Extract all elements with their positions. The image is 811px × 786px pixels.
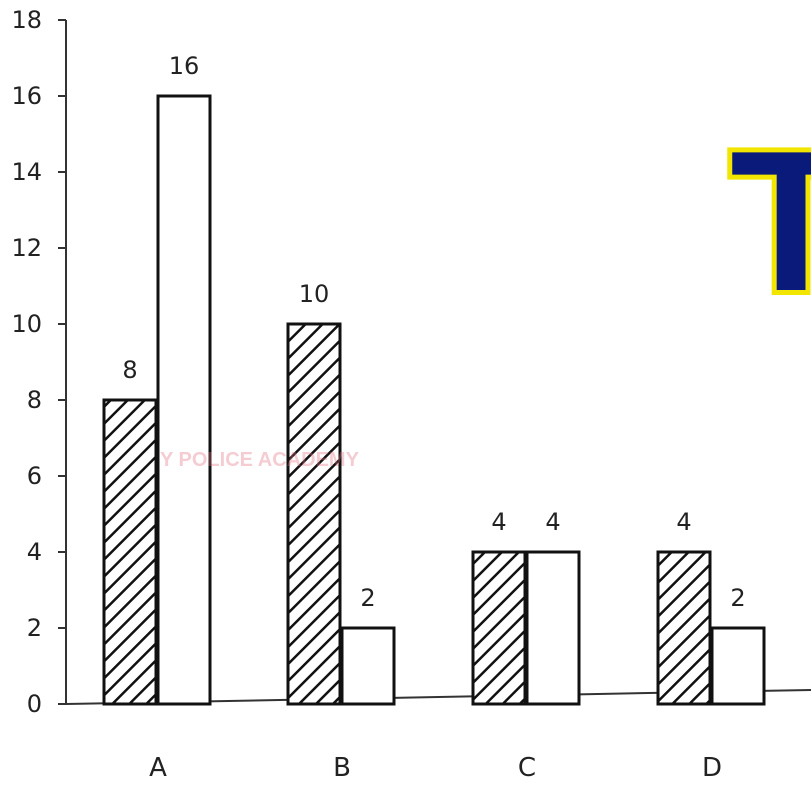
category-label: A [149, 753, 167, 783]
data-label: 4 [491, 508, 506, 536]
y-axis: 0 2 4 6 8 10 12 14 16 18 [11, 6, 67, 718]
data-label: 2 [730, 584, 745, 612]
y-tick-label: 10 [11, 310, 42, 338]
bar-c-plain [525, 550, 581, 706]
bar-d-plain [710, 626, 766, 706]
y-tick-label: 12 [11, 234, 42, 262]
bar-b-plain [340, 626, 396, 706]
data-label: 2 [360, 584, 375, 612]
bar-d-hatched [656, 550, 712, 706]
y-tick-label: 16 [11, 82, 42, 110]
y-tick-label: 4 [27, 538, 42, 566]
category-label: D [702, 753, 722, 783]
data-labels: 8 16 10 2 4 4 4 2 [122, 52, 745, 612]
category-labels: A B C D [149, 753, 722, 783]
bar-c-hatched [471, 550, 527, 706]
data-label: 4 [676, 508, 691, 536]
y-tick-label: 8 [27, 386, 42, 414]
data-label: 4 [545, 508, 560, 536]
y-tick-label: 18 [11, 6, 42, 34]
category-label: B [333, 753, 351, 783]
watermark: Y POLICE ACADEMY [160, 449, 360, 471]
logo-fragment: T [725, 105, 811, 338]
bar-a-hatched [102, 398, 158, 706]
bar-b-hatched [286, 322, 342, 706]
bars [102, 94, 766, 706]
logo-letter: T [730, 110, 811, 333]
y-tick-label: 0 [27, 690, 42, 718]
bar-a-plain [156, 94, 212, 706]
y-tick-label: 2 [27, 614, 42, 642]
y-tick-label: 6 [27, 462, 42, 490]
category-label: C [518, 753, 536, 783]
y-tick-label: 14 [11, 158, 42, 186]
data-label: 10 [299, 280, 330, 308]
data-label: 16 [169, 52, 200, 80]
data-label: 8 [122, 356, 137, 384]
